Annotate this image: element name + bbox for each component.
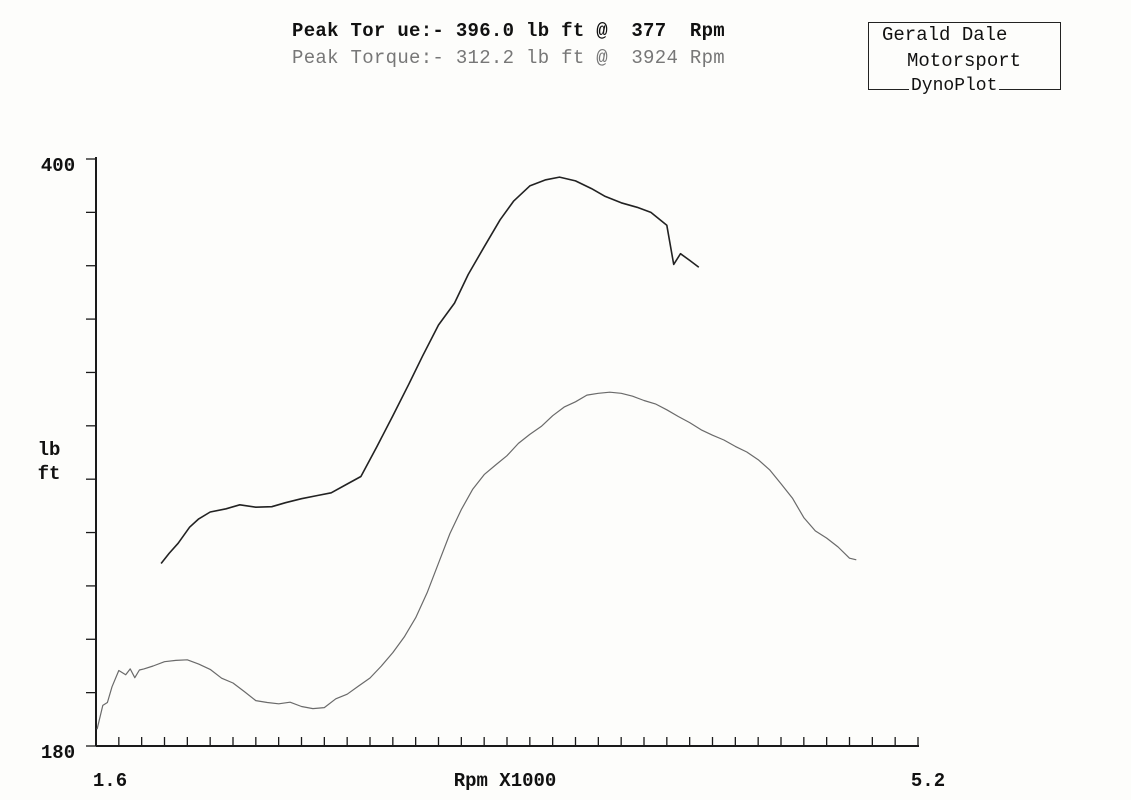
logo-line-3: DynoPlot — [909, 76, 1000, 96]
peak-torque-run1: Peak Tor ue:- 396.0 lb ft @ 377 Rpm — [292, 20, 725, 42]
logo-box: Gerald Dale Motorsport DynoPlot — [868, 22, 1061, 96]
y-axis-title-line1: lb — [38, 439, 61, 461]
chart-series — [96, 176, 857, 730]
axis-ticks — [86, 158, 919, 747]
x-tick-label-left: 1.6 — [93, 770, 127, 792]
x-tick-label-right: 5.2 — [911, 770, 945, 792]
logo-line-2: Motorsport — [907, 50, 1022, 72]
logo-line-1: Gerald Dale — [882, 24, 1008, 46]
series-line-2 — [96, 391, 857, 730]
series-line-1 — [160, 176, 700, 564]
chart-axes — [95, 157, 919, 747]
peak-torque-run2: Peak Torque:- 312.2 lb ft @ 3924 Rpm — [292, 47, 725, 69]
y-tick-label-top: 400 — [41, 155, 75, 177]
y-axis-title-line2: ft — [38, 463, 61, 485]
x-axis-title: Rpm X1000 — [454, 770, 557, 792]
y-tick-label-bottom: 180 — [41, 742, 75, 764]
